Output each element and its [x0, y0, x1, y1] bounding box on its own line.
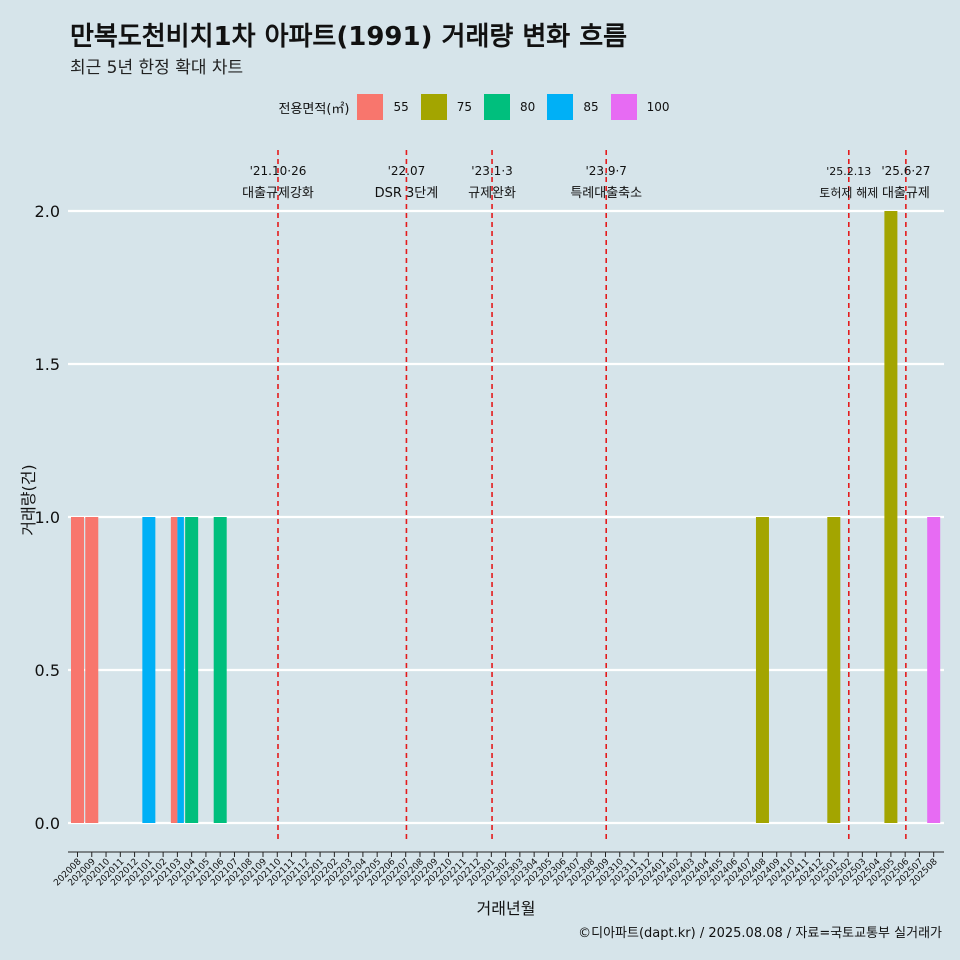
legend-label-100: 100 — [646, 100, 670, 114]
bar — [213, 517, 227, 823]
bar — [827, 517, 841, 823]
legend: 전용면적(㎡) 55 75 80 85 100 — [0, 92, 960, 122]
legend-swatch-55 — [357, 94, 384, 120]
bar — [927, 517, 941, 823]
bar — [755, 517, 769, 823]
legend-label-55: 55 — [393, 100, 409, 114]
event-date-label: '23.1·3 — [471, 164, 512, 178]
event-label: 토허제 해제 — [819, 186, 878, 200]
y-tick-label: 0.5 — [35, 661, 60, 680]
bar — [85, 517, 99, 823]
bar — [71, 517, 84, 823]
source-caption: ©디아파트(dapt.kr) / 2025.08.08 / 자료=국토교통부 실… — [578, 926, 942, 941]
chart-subtitle: 최근 5년 한정 확대 차트 — [70, 58, 244, 78]
event-date-label: '23.9·7 — [585, 164, 626, 178]
y-tick-label: 1.0 — [35, 508, 60, 527]
legend-item-100: 100 — [610, 94, 670, 120]
bar — [884, 211, 898, 823]
legend-swatch-100 — [610, 94, 637, 120]
event-label: 특례대출축소 — [570, 186, 642, 201]
event-date-label: '25.2.13 — [826, 165, 871, 178]
legend-swatch-75 — [420, 94, 447, 120]
y-axis-title: 거래량(건) — [19, 464, 38, 535]
event-label: 대출규제 — [882, 186, 930, 201]
event-date-label: '22.07 — [388, 164, 426, 178]
bar — [177, 517, 184, 823]
bar — [170, 517, 178, 823]
legend-item-75: 75 — [420, 94, 473, 120]
legend-item-85: 85 — [547, 94, 599, 120]
legend-item-80: 80 — [484, 94, 535, 120]
legend-item-55: 55 — [357, 94, 409, 120]
event-date-label: '25.6·27 — [881, 164, 930, 178]
event-label: 규제완화 — [468, 186, 516, 201]
event-label: DSR 3단계 — [375, 186, 439, 201]
legend-label-75: 75 — [456, 100, 473, 114]
legend-swatch-85 — [547, 94, 574, 120]
legend-label-80: 80 — [520, 100, 536, 114]
y-tick-label: 2.0 — [35, 202, 60, 221]
event-label: 대출규제강화 — [242, 186, 314, 201]
event-date-label: '21.10·26 — [250, 164, 307, 178]
legend-title: 전용면적(㎡) — [278, 101, 350, 117]
bar — [142, 517, 156, 823]
legend-label-85: 85 — [583, 100, 599, 114]
x-axis-title: 거래년월 — [477, 899, 536, 918]
y-tick-label: 1.5 — [35, 355, 60, 374]
bar — [185, 517, 199, 823]
y-tick-label: 0.0 — [35, 814, 60, 833]
legend-swatch-80 — [484, 94, 511, 120]
chart-title: 만복도천비치1차 아파트(1991) 거래량 변화 흐름 — [70, 22, 628, 52]
